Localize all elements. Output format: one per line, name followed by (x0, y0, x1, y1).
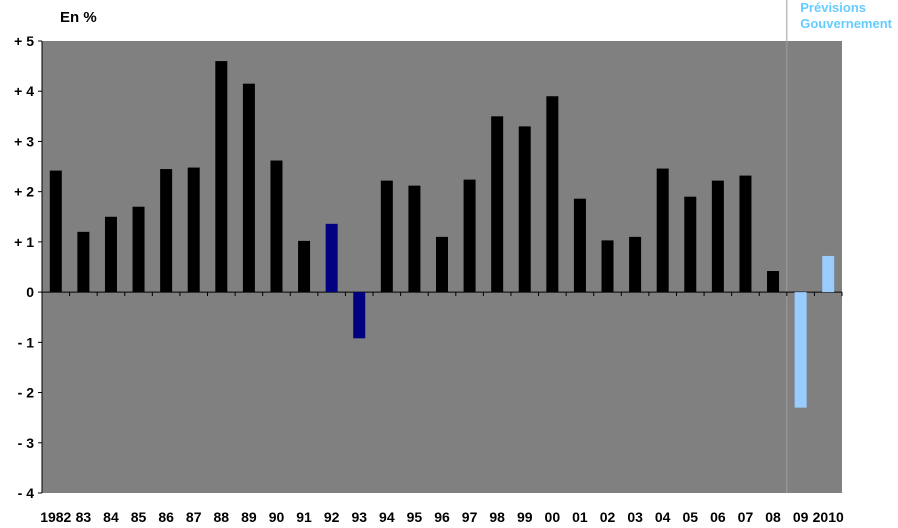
bar-00 (546, 96, 559, 293)
x-tick-label: 02 (600, 509, 616, 525)
x-tick-label: 04 (655, 509, 671, 525)
x-tick-label: 94 (379, 509, 395, 525)
forecast-label-line-2: Gouvernement (800, 16, 892, 31)
y-tick-label: - 2 (18, 385, 35, 401)
y-tick-label: + 1 (14, 234, 34, 250)
bar-99 (518, 126, 531, 293)
bar-89 (242, 83, 255, 293)
bar-1982 (49, 170, 62, 293)
y-tick-label: + 4 (14, 83, 34, 99)
x-tick-label: 05 (682, 509, 698, 525)
bar-85 (132, 206, 145, 293)
y-tick-label: - 4 (18, 485, 35, 501)
forecast-label-line-1: Prévisions (800, 0, 867, 15)
bar-90 (270, 160, 283, 293)
bar-01 (573, 198, 586, 293)
unit-label: En % (60, 9, 97, 26)
y-tick-label: - 1 (18, 334, 35, 350)
bar-06 (711, 180, 724, 293)
x-tick-label: 99 (517, 509, 533, 525)
bar-95 (408, 185, 421, 293)
x-tick-label: 03 (627, 509, 643, 525)
bar-91 (298, 240, 311, 293)
x-tick-label: 06 (710, 509, 726, 525)
bar-09 (794, 292, 807, 408)
x-tick-label: 93 (351, 509, 367, 525)
bar-87 (187, 167, 200, 293)
x-tick-label: 98 (489, 509, 505, 525)
bar-83 (77, 231, 90, 293)
bar-03 (629, 236, 642, 293)
forecast-label: Prévisions Gouvernement (800, 0, 892, 32)
x-tick-label: 97 (462, 509, 478, 525)
bar-86 (160, 169, 173, 293)
bar-07 (739, 175, 752, 293)
x-tick-label: 87 (186, 509, 202, 525)
x-tick-label: 86 (158, 509, 174, 525)
y-tick-label: - 3 (18, 435, 35, 451)
bar-88 (215, 61, 228, 293)
bar-2010 (822, 255, 835, 293)
x-tick-label: 90 (269, 509, 285, 525)
x-tick-label: 91 (296, 509, 312, 525)
x-tick-label: 01 (572, 509, 588, 525)
y-tick-label: + 3 (14, 133, 34, 149)
x-tick-label: 89 (241, 509, 257, 525)
x-tick-label: 92 (324, 509, 340, 525)
bar-96 (436, 236, 448, 293)
y-tick-label: + 5 (14, 33, 34, 49)
bar-08 (767, 271, 780, 293)
x-tick-label: 96 (434, 509, 450, 525)
x-tick-label: 88 (214, 509, 230, 525)
x-tick-label: 85 (131, 509, 147, 525)
x-tick-label: 00 (545, 509, 561, 525)
y-tick-label: + 2 (14, 184, 34, 200)
x-tick-label: 08 (765, 509, 781, 525)
x-tick-label: 1982 (40, 509, 71, 525)
x-tick-label: 09 (793, 509, 809, 525)
x-tick-label: 95 (407, 509, 423, 525)
y-tick-label: 0 (26, 284, 34, 300)
bar-05 (684, 196, 697, 293)
bar-94 (380, 180, 393, 293)
x-tick-label: 84 (103, 509, 119, 525)
bar-98 (491, 116, 504, 293)
bar-92 (325, 223, 338, 293)
x-tick-label: 2010 (813, 509, 844, 525)
bar-97 (463, 179, 476, 293)
bar-04 (656, 168, 669, 293)
bar-02 (601, 240, 614, 293)
bar-93 (353, 292, 366, 339)
x-tick-label: 83 (76, 509, 92, 525)
x-tick-label: 07 (738, 509, 754, 525)
bar-84 (104, 216, 117, 293)
